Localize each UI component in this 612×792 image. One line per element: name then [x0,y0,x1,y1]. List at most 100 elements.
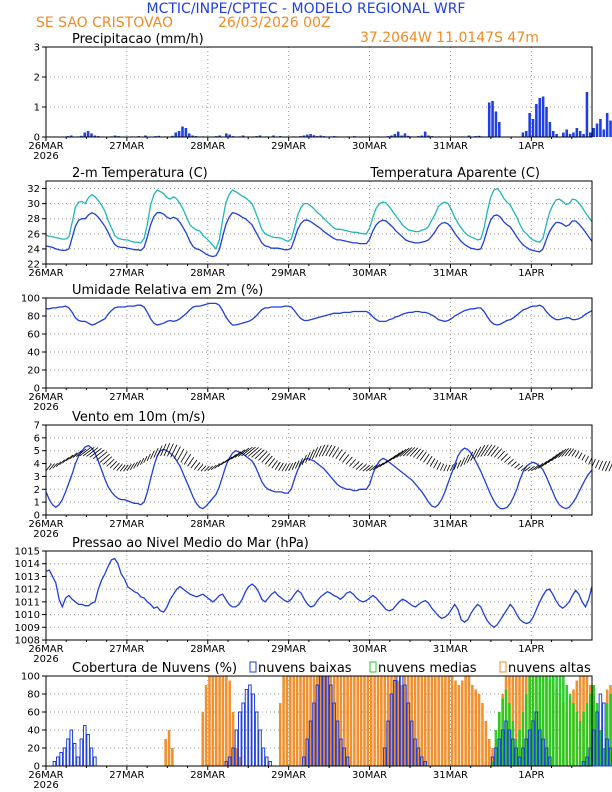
cloud-bar [578,721,582,766]
x-year-label: 2026 [33,780,58,791]
wind-barb [183,454,192,465]
x-tick-label: 27MAR [109,141,144,152]
precip-bar [272,135,275,137]
panel-title: 2-m Temperatura (C) [72,166,208,181]
wind-barb [463,454,470,465]
panel-title: Cobertura de Nuvens (%) [72,661,237,676]
precip-bar [390,135,393,137]
cloud-bar [390,676,393,766]
wind-barb [480,444,489,457]
x-tick-label: 28MAR [190,770,225,781]
wind-barb [376,462,384,469]
wind-barb [305,451,311,463]
wind-barb [322,444,329,457]
cloud-bar [319,676,322,766]
y-tick-label: 1011 [15,597,40,608]
precip-bar [319,135,322,137]
wind-barb [291,461,297,470]
panel-frame [45,424,593,516]
wind-barb [113,462,120,470]
wind-barb [62,457,69,464]
wind-barb [45,463,52,472]
x-tick-label: 31MAR [433,770,468,781]
cloud-bar [93,756,97,767]
wind-barb [261,453,271,463]
cloud-bar [555,676,558,766]
precip-bar [487,102,491,137]
precip-bar [423,131,427,137]
cloud-bar [575,712,579,766]
cloud-bar [393,676,397,766]
x-tick-label: 27MAR [109,268,144,279]
precip-bar [80,135,83,137]
cloud-bar [460,680,464,766]
x-tick-label: 29MAR [271,392,306,403]
cloud-bar [66,738,70,767]
wind-barb [439,463,445,471]
wind-barb [288,462,294,471]
legend-apparent: Temperatura Aparente (C) [369,166,540,181]
wind-barb [345,456,353,465]
wind-barb [200,465,207,472]
precip-bar [191,135,194,137]
x-tick-label: 31MAR [433,392,468,403]
x-tick-label: 29MAR [271,268,306,279]
wind-barb [537,460,548,469]
cloud-bar [464,676,467,766]
precip-bar [582,134,585,137]
x-tick-label: 30MAR [352,770,387,781]
cloud-bar [329,676,333,766]
wind-barb [180,451,188,463]
wind-barb [254,449,265,460]
cloud-bar [528,676,531,766]
wind-barb [197,464,204,471]
precip-bar [184,128,188,137]
cloud-bar [558,676,562,766]
wind-barb [578,452,583,459]
cloud-bar [316,676,319,766]
precip-bar [491,101,494,137]
wind-barb [524,466,531,472]
cloud-bar [322,676,326,766]
precip-bar [551,131,555,137]
precip-bar [396,131,400,137]
cloud-bar [299,676,302,766]
cloud-bar [248,684,252,767]
cloud-bar [52,761,57,767]
wind-barb [241,446,253,457]
precip-bar [228,134,231,137]
wind-barb [473,446,482,460]
panel-title: Umidade Relativa em 2m (%) [72,283,263,298]
x-tick-label: 29MAR [271,141,306,152]
wind-barb [460,457,466,467]
wind-barb [116,463,123,471]
wind-barb [534,463,544,471]
wind-barb [207,465,213,472]
wind-barb [237,447,250,457]
cloud-bar [504,689,508,766]
y-tick-label: 1010 [15,610,40,621]
cloud-bar [356,676,360,766]
wind-barb [527,465,535,472]
wind-barb [608,463,612,472]
cloud-bar [605,703,609,766]
cloud-bar [598,693,603,767]
cloud-bar [447,676,451,766]
x-tick-label: 1APR [518,268,544,279]
cloud-bar [69,729,74,767]
wind-barb [143,456,148,463]
wind-barb [551,451,561,462]
precip-bar [524,131,528,137]
wind-barb [349,459,357,467]
wind-barb [298,458,303,467]
legend-swatch [369,661,377,673]
wind-barb [153,447,159,458]
wind-barb [483,444,493,457]
panel-frame [45,297,593,389]
wind-barb [369,464,378,472]
wind-barb [601,460,607,471]
precip-bar [541,96,545,137]
cloud-bar [602,748,606,766]
wind-barb [295,460,300,469]
